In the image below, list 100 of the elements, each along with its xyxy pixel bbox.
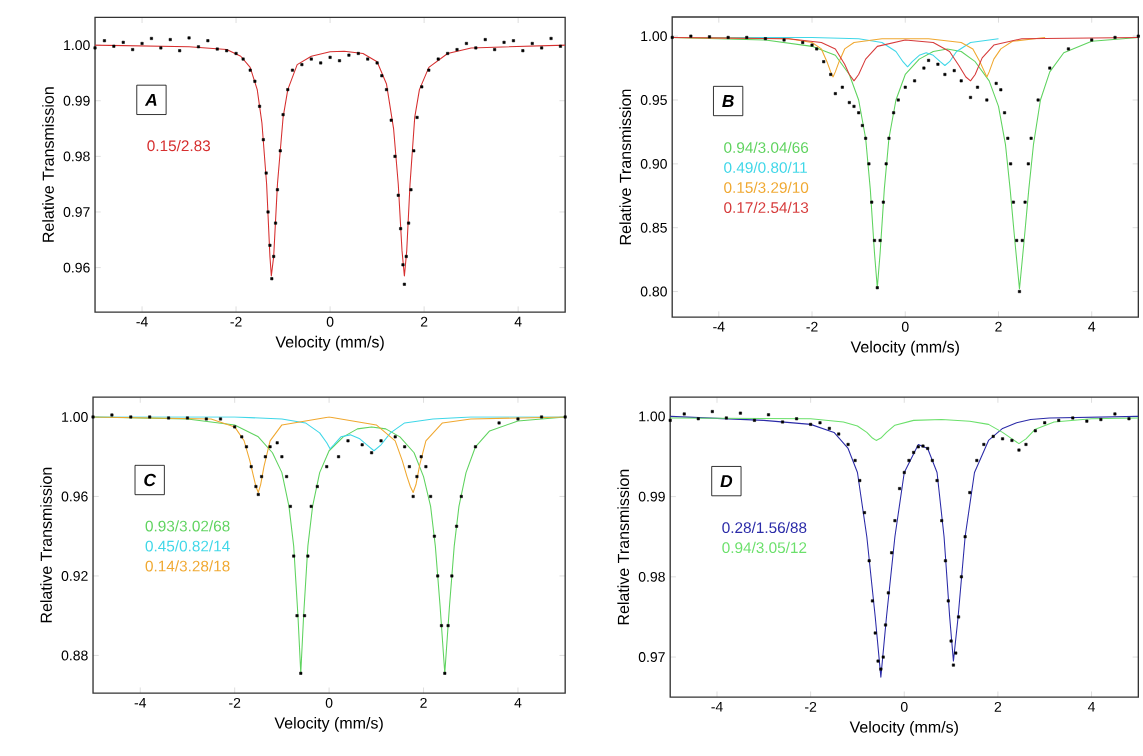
x-tick-label: 4	[514, 316, 522, 327]
point	[763, 37, 767, 41]
point	[922, 66, 926, 70]
point	[249, 465, 253, 469]
line-series	[670, 417, 1139, 445]
x-tick-label: -4	[136, 316, 148, 327]
x-tick-label: -2	[229, 697, 241, 708]
point	[268, 445, 272, 449]
point	[254, 484, 258, 488]
point	[306, 554, 310, 558]
point	[745, 35, 749, 39]
y-tick-label: 0.99	[638, 491, 665, 502]
x-tick-label: -2	[230, 316, 242, 327]
point	[516, 417, 520, 421]
point	[403, 445, 407, 449]
point	[913, 79, 917, 83]
x-tick-label: 0	[901, 321, 909, 332]
point	[260, 475, 264, 478]
x-tick-label: 4	[1088, 321, 1096, 332]
point	[303, 614, 307, 618]
point	[857, 111, 861, 115]
x-axis-title: Velocity (mm/s)	[274, 716, 383, 732]
point	[474, 445, 477, 449]
y-tick-label: 0.90	[640, 158, 667, 169]
point	[360, 443, 364, 447]
point	[497, 421, 501, 425]
point	[881, 200, 885, 204]
point	[459, 494, 463, 498]
point	[440, 624, 443, 627]
point	[393, 435, 397, 439]
point	[864, 136, 868, 140]
point	[1011, 200, 1015, 204]
point	[379, 439, 383, 443]
x-axis-title: Velocity (mm/s)	[850, 340, 959, 356]
y-tick-label: 1.00	[639, 411, 665, 422]
point	[875, 286, 879, 290]
x-tick-label: 2	[420, 316, 428, 327]
point	[1048, 66, 1052, 70]
x-tick-label: 2	[994, 701, 1002, 712]
point	[1066, 47, 1070, 51]
x-axis-title: Velocity (mm/s)	[849, 720, 958, 736]
point	[873, 238, 876, 242]
point	[829, 72, 833, 76]
point	[1018, 289, 1021, 293]
line-series	[672, 36, 1139, 82]
point	[670, 35, 674, 39]
y-axis-title: Relative Transmission	[42, 87, 54, 242]
point	[436, 574, 440, 578]
point	[185, 416, 189, 420]
point	[1015, 238, 1019, 242]
annotation: B	[722, 94, 734, 107]
x-tick-label: 4	[514, 697, 522, 708]
point	[285, 475, 289, 478]
point	[847, 100, 851, 104]
y-tick-label: 0.85	[640, 222, 667, 233]
point	[240, 435, 244, 439]
point	[315, 484, 319, 488]
text: 0.28/1.56/88	[722, 521, 807, 534]
point	[708, 35, 711, 39]
point	[884, 162, 888, 166]
point	[275, 441, 279, 445]
x-tick-label: 0	[326, 316, 334, 327]
point	[263, 455, 267, 459]
x-tick-label: -4	[713, 321, 725, 332]
y-tick-label: 0.80	[640, 286, 667, 297]
point	[867, 162, 871, 166]
point	[943, 72, 947, 76]
point	[129, 415, 133, 419]
y-axis-title: Relative Transmission	[619, 89, 632, 245]
y-tick-label: 0.96	[63, 262, 90, 273]
y-tick-label: 0.92	[61, 570, 88, 581]
point	[1036, 98, 1040, 102]
point	[994, 81, 998, 85]
point	[878, 238, 882, 242]
point	[810, 43, 814, 47]
point	[407, 465, 411, 469]
point	[976, 85, 979, 89]
x-tick-label: 4	[1087, 701, 1095, 712]
annotation: A	[144, 93, 157, 106]
point	[91, 415, 95, 419]
text: 0.15/2.83	[147, 139, 211, 152]
annotation: C	[144, 473, 157, 487]
text: 0.49/0.80/11	[724, 161, 807, 173]
point	[450, 574, 454, 578]
x-tick-label: 2	[995, 321, 1002, 332]
x-tick-label: -4	[134, 697, 147, 708]
point	[167, 416, 171, 420]
point	[1009, 162, 1013, 166]
point	[999, 88, 1003, 92]
y-tick-label: 0.97	[638, 652, 665, 662]
point	[256, 492, 260, 496]
point	[292, 554, 296, 558]
point	[429, 494, 433, 498]
point	[1006, 136, 1010, 140]
y-tick-label: 0.96	[61, 491, 88, 502]
point	[424, 465, 428, 469]
point	[1020, 238, 1024, 242]
point	[1023, 200, 1027, 204]
point	[927, 58, 931, 62]
point	[204, 417, 208, 421]
